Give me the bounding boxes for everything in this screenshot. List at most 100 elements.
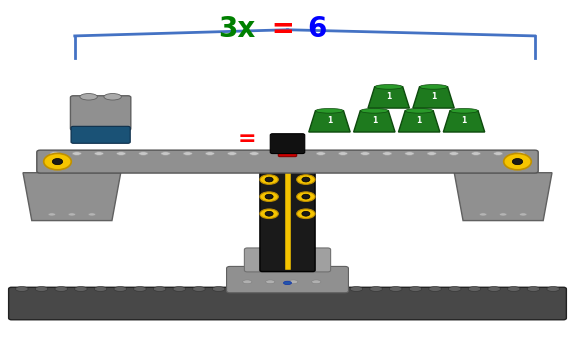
Ellipse shape	[450, 108, 478, 113]
FancyBboxPatch shape	[270, 134, 305, 154]
Ellipse shape	[48, 213, 56, 216]
Ellipse shape	[283, 281, 292, 285]
Ellipse shape	[260, 209, 278, 219]
Ellipse shape	[448, 287, 461, 291]
Polygon shape	[354, 111, 395, 132]
Ellipse shape	[260, 192, 278, 201]
FancyBboxPatch shape	[260, 154, 315, 272]
Circle shape	[265, 194, 273, 199]
Polygon shape	[23, 173, 121, 221]
FancyBboxPatch shape	[37, 150, 538, 173]
Ellipse shape	[383, 152, 392, 155]
Ellipse shape	[117, 152, 126, 155]
Ellipse shape	[480, 213, 487, 216]
Circle shape	[512, 159, 523, 165]
Ellipse shape	[16, 287, 28, 291]
Ellipse shape	[297, 209, 315, 219]
Ellipse shape	[310, 287, 323, 291]
Ellipse shape	[519, 213, 527, 216]
Ellipse shape	[114, 287, 126, 291]
Ellipse shape	[405, 108, 433, 113]
Ellipse shape	[72, 152, 82, 155]
Ellipse shape	[161, 152, 170, 155]
Ellipse shape	[193, 287, 205, 291]
Ellipse shape	[232, 287, 244, 291]
Ellipse shape	[139, 152, 148, 155]
Ellipse shape	[68, 213, 76, 216]
Ellipse shape	[361, 108, 388, 113]
Ellipse shape	[547, 287, 559, 291]
Ellipse shape	[493, 152, 503, 155]
Ellipse shape	[271, 287, 284, 291]
Ellipse shape	[250, 152, 259, 155]
Circle shape	[44, 153, 71, 170]
Ellipse shape	[449, 152, 458, 155]
Ellipse shape	[405, 152, 414, 155]
Circle shape	[265, 211, 273, 216]
Ellipse shape	[361, 152, 370, 155]
Ellipse shape	[266, 280, 275, 284]
Circle shape	[302, 211, 310, 216]
Ellipse shape	[133, 287, 146, 291]
Polygon shape	[309, 111, 350, 132]
FancyBboxPatch shape	[278, 144, 297, 157]
Ellipse shape	[338, 152, 347, 155]
Ellipse shape	[297, 192, 315, 201]
Ellipse shape	[427, 152, 436, 155]
Ellipse shape	[104, 93, 121, 100]
Polygon shape	[443, 111, 485, 132]
Polygon shape	[368, 87, 409, 108]
Ellipse shape	[243, 280, 252, 284]
Ellipse shape	[154, 287, 166, 291]
Ellipse shape	[472, 152, 481, 155]
Polygon shape	[398, 111, 440, 132]
Polygon shape	[413, 87, 454, 108]
Ellipse shape	[289, 280, 298, 284]
FancyBboxPatch shape	[71, 126, 131, 143]
Text: 1: 1	[431, 92, 436, 101]
Ellipse shape	[205, 152, 214, 155]
Ellipse shape	[331, 287, 343, 291]
Ellipse shape	[499, 213, 507, 216]
Ellipse shape	[429, 287, 442, 291]
Polygon shape	[454, 173, 552, 221]
Text: =: =	[262, 15, 304, 43]
Text: 1: 1	[416, 116, 422, 125]
Ellipse shape	[88, 213, 95, 216]
Ellipse shape	[94, 287, 107, 291]
Ellipse shape	[50, 152, 59, 155]
Text: 3x: 3x	[218, 15, 256, 43]
Ellipse shape	[291, 287, 304, 291]
Ellipse shape	[488, 287, 500, 291]
Ellipse shape	[252, 287, 264, 291]
Ellipse shape	[527, 287, 540, 291]
Ellipse shape	[375, 84, 402, 89]
Ellipse shape	[183, 152, 192, 155]
Ellipse shape	[312, 280, 321, 284]
Ellipse shape	[228, 152, 237, 155]
Ellipse shape	[297, 175, 315, 184]
Ellipse shape	[173, 287, 186, 291]
Ellipse shape	[94, 152, 103, 155]
Ellipse shape	[468, 287, 481, 291]
Ellipse shape	[370, 287, 382, 291]
Circle shape	[52, 159, 63, 165]
Ellipse shape	[316, 108, 343, 113]
Ellipse shape	[508, 287, 520, 291]
Text: 1: 1	[371, 116, 377, 125]
Ellipse shape	[55, 287, 67, 291]
Circle shape	[302, 194, 310, 199]
Ellipse shape	[260, 175, 278, 184]
Text: =: =	[238, 129, 256, 148]
FancyBboxPatch shape	[70, 96, 131, 130]
Ellipse shape	[35, 287, 48, 291]
Ellipse shape	[316, 152, 325, 155]
Ellipse shape	[350, 287, 363, 291]
Text: 1: 1	[461, 116, 467, 125]
Ellipse shape	[389, 287, 402, 291]
FancyBboxPatch shape	[227, 266, 348, 293]
Ellipse shape	[516, 152, 525, 155]
Ellipse shape	[420, 84, 447, 89]
Text: 1: 1	[386, 92, 392, 101]
Ellipse shape	[75, 287, 87, 291]
